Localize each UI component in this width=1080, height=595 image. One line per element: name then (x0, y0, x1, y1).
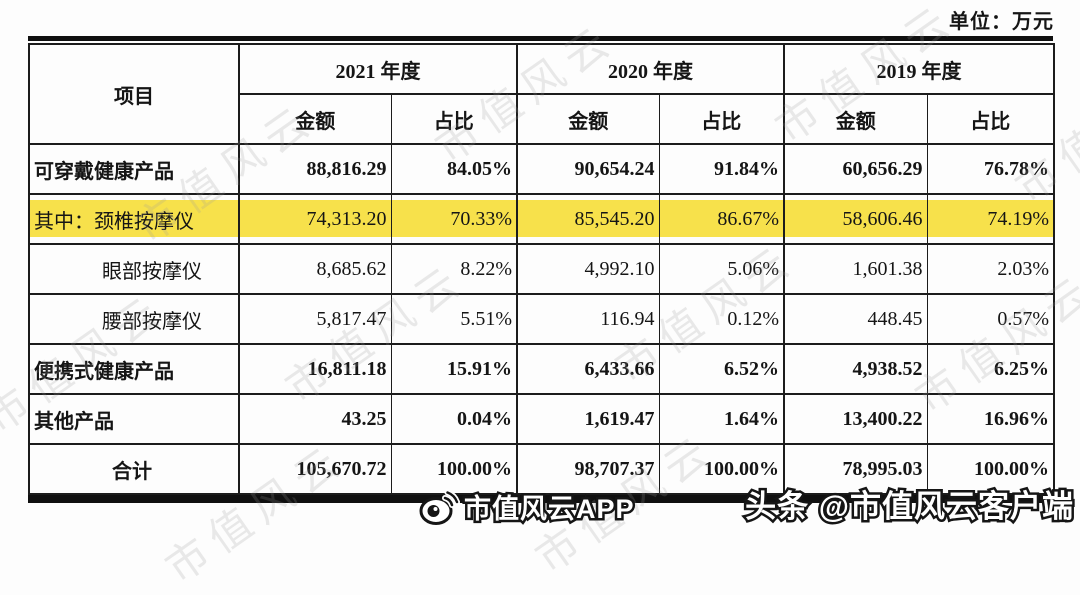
table-row-highlighted: 其中：颈椎按摩仪 74,313.20 70.33% 85,545.20 86.6… (28, 193, 1055, 245)
cell-amount: 1,619.47 (516, 393, 660, 445)
cell-amount: 43.25 (238, 393, 392, 445)
cell-ratio: 86.67% (658, 193, 785, 245)
cell-ratio: 70.33% (390, 193, 518, 245)
header-amount-2020: 金额 (516, 93, 660, 145)
cell-ratio: 76.78% (926, 143, 1055, 195)
header-ratio-2019: 占比 (926, 93, 1055, 145)
header-amount-2019: 金额 (783, 93, 928, 145)
cell-ratio: 0.12% (658, 293, 785, 345)
cell-ratio: 74.19% (926, 193, 1055, 245)
cell-amount: 58,606.46 (783, 193, 928, 245)
cell-amount: 8,685.62 (238, 243, 392, 295)
footer-right-label: 头条 @市值风云客户端 (743, 487, 1076, 527)
cell-amount: 74,313.20 (238, 193, 392, 245)
cell-ratio: 6.25% (926, 343, 1055, 395)
row-label: 眼部按摩仪 (28, 243, 240, 295)
footer-left-label: 市值风云APP (462, 492, 637, 527)
table-row: 可穿戴健康产品 88,816.29 84.05% 90,654.24 91.84… (28, 143, 1055, 195)
cell-amount: 60,656.29 (783, 143, 928, 195)
cell-amount: 4,938.52 (783, 343, 928, 395)
table-row: 眼部按摩仪 8,685.62 8.22% 4,992.10 5.06% 1,60… (28, 243, 1055, 295)
cell-amount: 105,670.72 (238, 443, 392, 495)
header-ratio-2021: 占比 (390, 93, 518, 145)
cell-amount: 88,816.29 (238, 143, 392, 195)
header-year-2021: 2021 年度 (238, 43, 518, 95)
cell-ratio: 6.52% (658, 343, 785, 395)
cell-amount: 98,707.37 (516, 443, 660, 495)
cell-ratio: 84.05% (390, 143, 518, 195)
row-label: 便携式健康产品 (28, 343, 240, 395)
header-ratio-2020: 占比 (658, 93, 785, 145)
cell-ratio: 1.64% (658, 393, 785, 445)
row-label-total: 合计 (28, 443, 240, 495)
cell-ratio: 5.06% (658, 243, 785, 295)
cell-ratio: 8.22% (390, 243, 518, 295)
table-row: 其他产品 43.25 0.04% 1,619.47 1.64% 13,400.2… (28, 393, 1055, 445)
cell-ratio: 15.91% (390, 343, 518, 395)
row-label: 腰部按摩仪 (28, 293, 240, 345)
cell-amount: 1,601.38 (783, 243, 928, 295)
cell-amount: 16,811.18 (238, 343, 392, 395)
cell-ratio: 100.00% (926, 443, 1055, 495)
header-year-2020: 2020 年度 (516, 43, 785, 95)
cell-amount: 85,545.20 (516, 193, 660, 245)
cell-amount: 4,992.10 (516, 243, 660, 295)
cell-ratio: 91.84% (658, 143, 785, 195)
cell-amount: 448.45 (783, 293, 928, 345)
footer-left-sticker: 市值风云APP (418, 487, 637, 527)
cell-ratio: 0.57% (926, 293, 1055, 345)
cell-amount: 5,817.47 (238, 293, 392, 345)
cell-amount: 6,433.66 (516, 343, 660, 395)
cell-ratio: 5.51% (390, 293, 518, 345)
cell-ratio: 2.03% (926, 243, 1055, 295)
cell-amount: 116.94 (516, 293, 660, 345)
cell-ratio: 16.96% (926, 393, 1055, 445)
row-label: 可穿戴健康产品 (28, 143, 240, 195)
unit-label: 单位：万元 (949, 11, 1054, 33)
revenue-table-container: 项目 2021 年度 2020 年度 2019 年度 金额 占比 金额 占比 金… (28, 36, 1055, 503)
footer-right-sticker: 头条 @市值风云客户端 (743, 481, 1076, 527)
cell-amount: 13,400.22 (783, 393, 928, 445)
header-item: 项目 (28, 43, 240, 145)
header-amount-2021: 金额 (238, 93, 392, 145)
cell-amount: 90,654.24 (516, 143, 660, 195)
cell-ratio: 0.04% (390, 393, 518, 445)
table-row: 便携式健康产品 16,811.18 15.91% 6,433.66 6.52% … (28, 343, 1055, 395)
row-label: 其中：颈椎按摩仪 (28, 193, 240, 245)
table-row-total: 合计 105,670.72 100.00% 98,707.37 100.00% … (28, 443, 1055, 495)
header-year-2019: 2019 年度 (783, 43, 1055, 95)
row-label: 其他产品 (28, 393, 240, 445)
table-row: 腰部按摩仪 5,817.47 5.51% 116.94 0.12% 448.45… (28, 293, 1055, 345)
revenue-by-product-table: 项目 2021 年度 2020 年度 2019 年度 金额 占比 金额 占比 金… (28, 43, 1055, 495)
weibo-eye-icon (419, 489, 460, 525)
